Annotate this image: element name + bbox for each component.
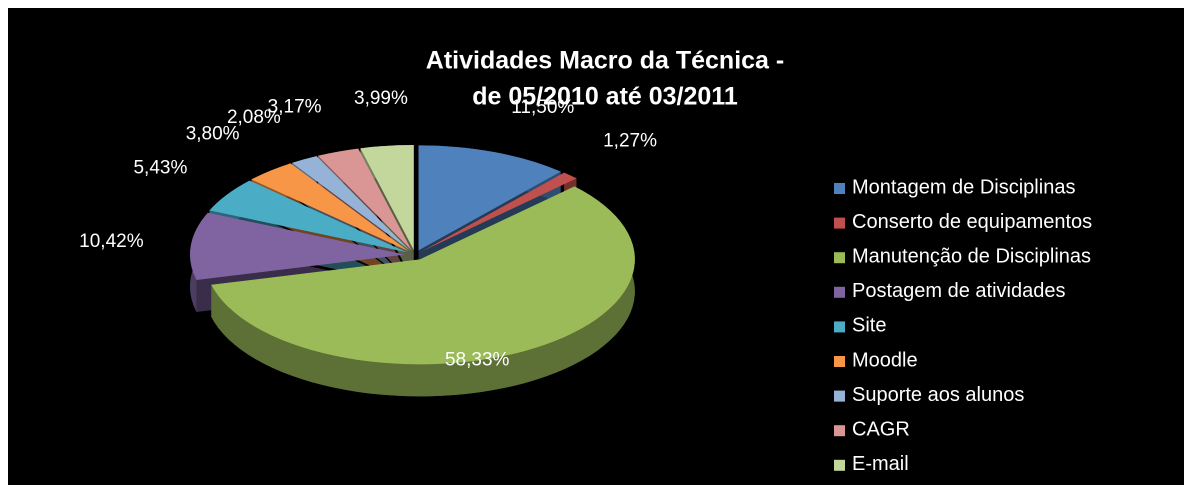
data-label: 58,33% [445,349,510,370]
data-label: 3,80% [186,124,240,145]
data-label: 3,17% [268,96,322,117]
data-label: 3,99% [354,88,408,109]
slice [421,172,577,252]
slice [190,212,406,281]
data-label: 10,42% [79,231,144,252]
legend-label: Site [852,315,886,337]
slice [318,148,412,251]
chart-title: de 05/2010 até 03/2011 [472,83,738,111]
legend-label: Suporte aos alunos [852,384,1024,406]
chart-title: Atividades Macro da Técnica - [426,47,784,75]
legend-label: Moodle [852,349,918,371]
data-label: 1,27% [603,130,657,151]
slice [292,156,411,251]
slice [251,163,409,252]
legend-label: E-mail [852,453,909,475]
legend-swatch [834,459,845,471]
legend-swatch [834,390,845,402]
data-label: 5,43% [133,158,187,179]
legend-label: Montagem de Disciplinas [852,176,1075,198]
slice [418,145,561,251]
legend-swatch [834,183,845,194]
legend-label: CAGR [852,418,910,440]
legend-swatch [834,425,845,437]
data-label: 11,50% [511,97,574,118]
slice [209,180,407,253]
slice [360,145,414,251]
legend-swatch [834,217,845,229]
legend-swatch [834,356,845,367]
legend-label: Postagem de atividades [852,280,1065,302]
slice [211,186,635,365]
legend-swatch [834,321,845,333]
legend-swatch [834,252,845,264]
legend-label: Conserto de equipamentos [852,211,1092,233]
legend-label: Manutenção de Disciplinas [852,245,1091,267]
legend-swatch [834,286,845,298]
data-label: 2,08% [227,107,281,128]
